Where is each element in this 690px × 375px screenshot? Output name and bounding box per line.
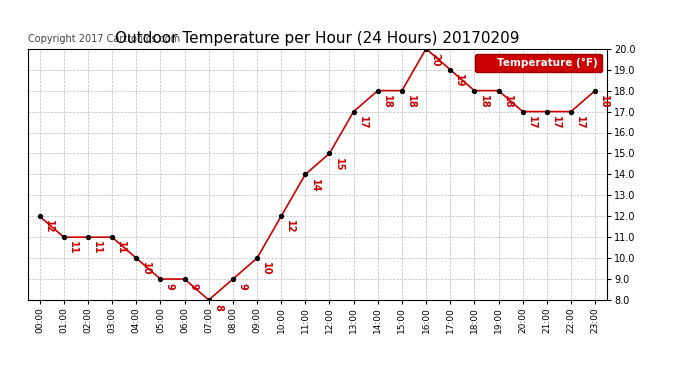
Point bbox=[276, 213, 287, 219]
Point bbox=[228, 276, 239, 282]
Point bbox=[179, 276, 190, 282]
Text: Copyright 2017 Cartronics.com: Copyright 2017 Cartronics.com bbox=[28, 34, 179, 44]
Text: 10: 10 bbox=[262, 262, 271, 276]
Text: 12: 12 bbox=[44, 220, 54, 234]
Point bbox=[130, 255, 142, 261]
Text: 11: 11 bbox=[92, 242, 102, 255]
Point bbox=[420, 46, 432, 52]
Legend: Temperature (°F): Temperature (°F) bbox=[475, 54, 602, 72]
Text: 18: 18 bbox=[406, 95, 416, 108]
Point bbox=[518, 109, 529, 115]
Point bbox=[444, 67, 455, 73]
Point bbox=[469, 88, 480, 94]
Text: 18: 18 bbox=[382, 95, 392, 108]
Text: 18: 18 bbox=[479, 95, 489, 108]
Point bbox=[155, 276, 166, 282]
Point bbox=[34, 213, 46, 219]
Text: 17: 17 bbox=[527, 116, 537, 129]
Point bbox=[565, 109, 576, 115]
Point bbox=[251, 255, 262, 261]
Point bbox=[106, 234, 117, 240]
Text: 18: 18 bbox=[503, 95, 513, 108]
Text: 15: 15 bbox=[334, 158, 344, 171]
Point bbox=[58, 234, 69, 240]
Point bbox=[396, 88, 407, 94]
Point bbox=[324, 150, 335, 156]
Text: 17: 17 bbox=[575, 116, 585, 129]
Text: 14: 14 bbox=[310, 178, 319, 192]
Text: 9: 9 bbox=[189, 283, 199, 290]
Point bbox=[299, 171, 310, 177]
Text: 9: 9 bbox=[237, 283, 247, 290]
Point bbox=[348, 109, 359, 115]
Text: 12: 12 bbox=[286, 220, 295, 234]
Text: 10: 10 bbox=[141, 262, 150, 276]
Point bbox=[203, 297, 214, 303]
Text: 9: 9 bbox=[165, 283, 175, 290]
Point bbox=[373, 88, 384, 94]
Text: 18: 18 bbox=[600, 95, 609, 108]
Text: 20: 20 bbox=[431, 53, 440, 66]
Text: 17: 17 bbox=[358, 116, 368, 129]
Point bbox=[589, 88, 600, 94]
Text: 8: 8 bbox=[213, 304, 223, 311]
Text: 11: 11 bbox=[68, 242, 78, 255]
Point bbox=[83, 234, 94, 240]
Text: 19: 19 bbox=[455, 74, 464, 87]
Point bbox=[541, 109, 552, 115]
Title: Outdoor Temperature per Hour (24 Hours) 20170209: Outdoor Temperature per Hour (24 Hours) … bbox=[115, 31, 520, 46]
Point bbox=[493, 88, 504, 94]
Text: 11: 11 bbox=[117, 242, 126, 255]
Text: 17: 17 bbox=[551, 116, 561, 129]
